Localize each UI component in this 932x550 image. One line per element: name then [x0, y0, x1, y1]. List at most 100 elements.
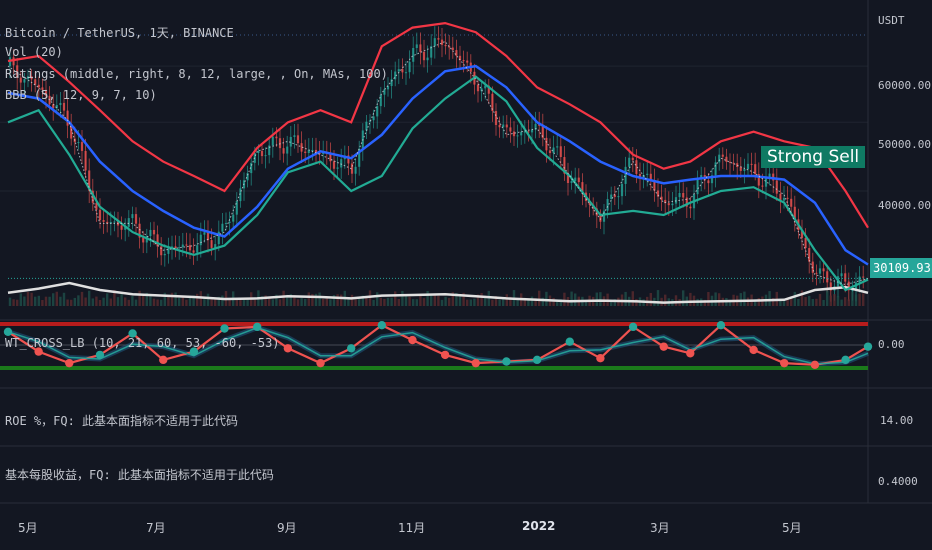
- volume-bar: [718, 293, 721, 306]
- oscillator-cross-dot: [189, 347, 199, 356]
- candle-body: [775, 180, 778, 194]
- candle-body: [847, 281, 850, 291]
- volume-bar: [516, 298, 519, 306]
- volume-bar: [610, 299, 613, 306]
- volume-bar: [134, 299, 138, 306]
- time-axis-label: 2022: [522, 519, 556, 533]
- candle-body: [556, 146, 559, 148]
- volume-bar: [552, 297, 555, 306]
- candle-body: [268, 145, 271, 156]
- candle-body: [437, 38, 440, 40]
- candle-body: [779, 193, 782, 201]
- volume-bar: [530, 296, 534, 306]
- roe-legend[interactable]: ROE %，FQ: 此基本面指标不适用于此代码: [5, 414, 239, 428]
- candle-body: [286, 146, 289, 154]
- volume-bar: [350, 294, 354, 306]
- candle-body: [304, 151, 307, 154]
- volume-bar: [44, 296, 48, 306]
- candle-body: [19, 77, 22, 83]
- candle-body: [840, 273, 843, 277]
- candle-body: [185, 244, 188, 246]
- volume-bar: [73, 297, 76, 306]
- oscillator-cross-dot: [749, 345, 758, 355]
- close-dotted-line: [7, 40, 869, 286]
- price-axis-label: 60000.00: [878, 79, 931, 92]
- oscillator-cross-dot: [659, 342, 668, 351]
- candle-body: [372, 116, 375, 121]
- candle-body: [131, 214, 134, 219]
- legend-volume[interactable]: Vol (20): [5, 45, 63, 59]
- oscillator-cross-dot: [596, 354, 605, 363]
- candle-body: [714, 162, 717, 176]
- candle-body: [214, 244, 217, 248]
- candle-body: [743, 169, 746, 171]
- candle-body: [804, 237, 807, 249]
- volume-bar: [779, 298, 782, 306]
- candle-body: [289, 136, 292, 147]
- volume-bar: [523, 297, 526, 306]
- volume-bar: [419, 293, 422, 306]
- volume-bar: [77, 295, 80, 306]
- candle-body: [318, 152, 321, 155]
- volume-bar: [826, 290, 829, 306]
- candle-body: [754, 164, 757, 175]
- volume-bar: [862, 293, 865, 306]
- candle-body: [512, 131, 516, 137]
- volume-bar: [354, 299, 357, 306]
- oscillator-pane: [0, 321, 873, 370]
- volume-bar: [188, 295, 192, 306]
- volume-bar: [505, 294, 508, 306]
- volume-bar: [145, 292, 148, 306]
- candle-body: [314, 149, 318, 153]
- candle-body: [95, 202, 98, 210]
- candle-body: [793, 206, 796, 220]
- oscillator-legend[interactable]: WT_CROSS_LB (10, 21, 60, 53, -60, -53): [5, 336, 280, 350]
- volume-bar: [318, 292, 321, 306]
- legend-symbol[interactable]: Bitcoin / TetherUS, 1天, BINANCE: [5, 26, 234, 40]
- volume-bar: [95, 296, 98, 306]
- oscillator-cross-dot: [377, 321, 387, 330]
- oscillator-cross-dot: [408, 335, 417, 345]
- volume-bar: [563, 292, 566, 306]
- legend-ratings[interactable]: Ratings (middle, right, 8, 12, large, , …: [5, 67, 388, 81]
- volume-bar: [613, 299, 616, 306]
- candle-body: [581, 182, 584, 193]
- eps-legend[interactable]: 基本每股收益，FQ: 此基本面指标不适用于此代码: [5, 468, 274, 482]
- candle-body: [246, 173, 249, 181]
- oscillator-cross-dot: [159, 355, 168, 365]
- candle-body: [307, 150, 310, 154]
- eps-axis-label: 0.4000: [878, 475, 918, 488]
- candle-body: [606, 199, 609, 211]
- oscillator-cross-dot: [863, 342, 873, 351]
- candle-body: [815, 272, 818, 274]
- volume-bar: [214, 299, 217, 306]
- candle-body: [250, 162, 253, 174]
- candle-body: [520, 132, 523, 136]
- candle-body: [484, 85, 487, 89]
- volume-bar: [271, 299, 274, 306]
- volume-bar: [203, 297, 206, 306]
- candle-body: [347, 155, 350, 164]
- candle-body: [534, 123, 537, 130]
- oscillator-axis-label: 0.00: [878, 338, 905, 351]
- volume-bar: [289, 294, 292, 306]
- volume-bar: [235, 297, 238, 306]
- candle-body: [710, 175, 714, 184]
- candle-body: [732, 162, 735, 164]
- candle-body: [818, 268, 822, 274]
- oscillator-cross-dot: [440, 350, 450, 360]
- volume-bar: [401, 290, 404, 306]
- volume-bar: [757, 298, 760, 306]
- oscillator-cross-dot: [841, 355, 850, 365]
- candle-body: [491, 93, 494, 112]
- volume-bar: [466, 299, 469, 306]
- oscillator-cross-dot: [565, 337, 574, 346]
- volume-bar: [88, 290, 91, 306]
- volume-bar: [430, 294, 433, 306]
- legend-bbb[interactable]: BBB (5, 12, 9, 7, 10): [5, 88, 157, 102]
- candle-body: [199, 234, 202, 246]
- strong-sell-badge: Strong Sell: [761, 146, 866, 168]
- candle-body: [620, 183, 624, 197]
- candle-body: [707, 180, 710, 184]
